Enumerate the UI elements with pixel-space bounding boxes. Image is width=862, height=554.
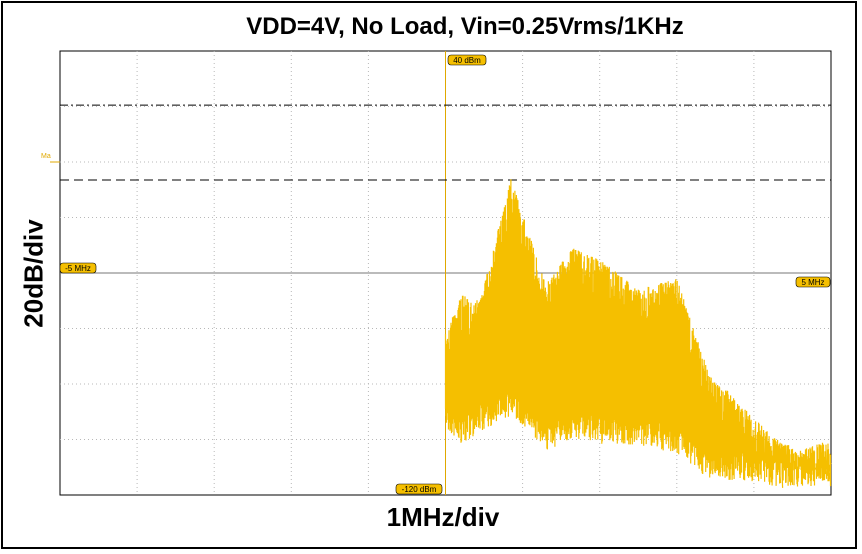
left-freq-tag: -5 MHz (65, 264, 91, 273)
right-freq-tag-box (795, 276, 831, 288)
spectrum-trace-line (444, 179, 832, 488)
top-scale-tag: 40 dBm (453, 56, 481, 65)
left-freq-tag-box (59, 262, 97, 274)
marker-tags: 40 dBm -120 dBm -5 MHz 5 MHz Ma (41, 54, 831, 495)
bottom-scale-tag: -120 dBm (402, 485, 437, 494)
grid (60, 51, 831, 495)
chart-title: VDD=4V, No Load, Vin=0.25Vrms/1KHz (246, 13, 684, 40)
top-scale-tag-box (447, 54, 487, 66)
right-freq-tag: 5 MHz (801, 278, 824, 287)
bottom-scale-tag-box (395, 483, 443, 495)
ref-marker-label: Ma (41, 153, 51, 160)
x-axis-label: 1MHz/div (386, 502, 500, 532)
spectrum-trace (444, 179, 832, 488)
cursor-lines (60, 104, 831, 181)
